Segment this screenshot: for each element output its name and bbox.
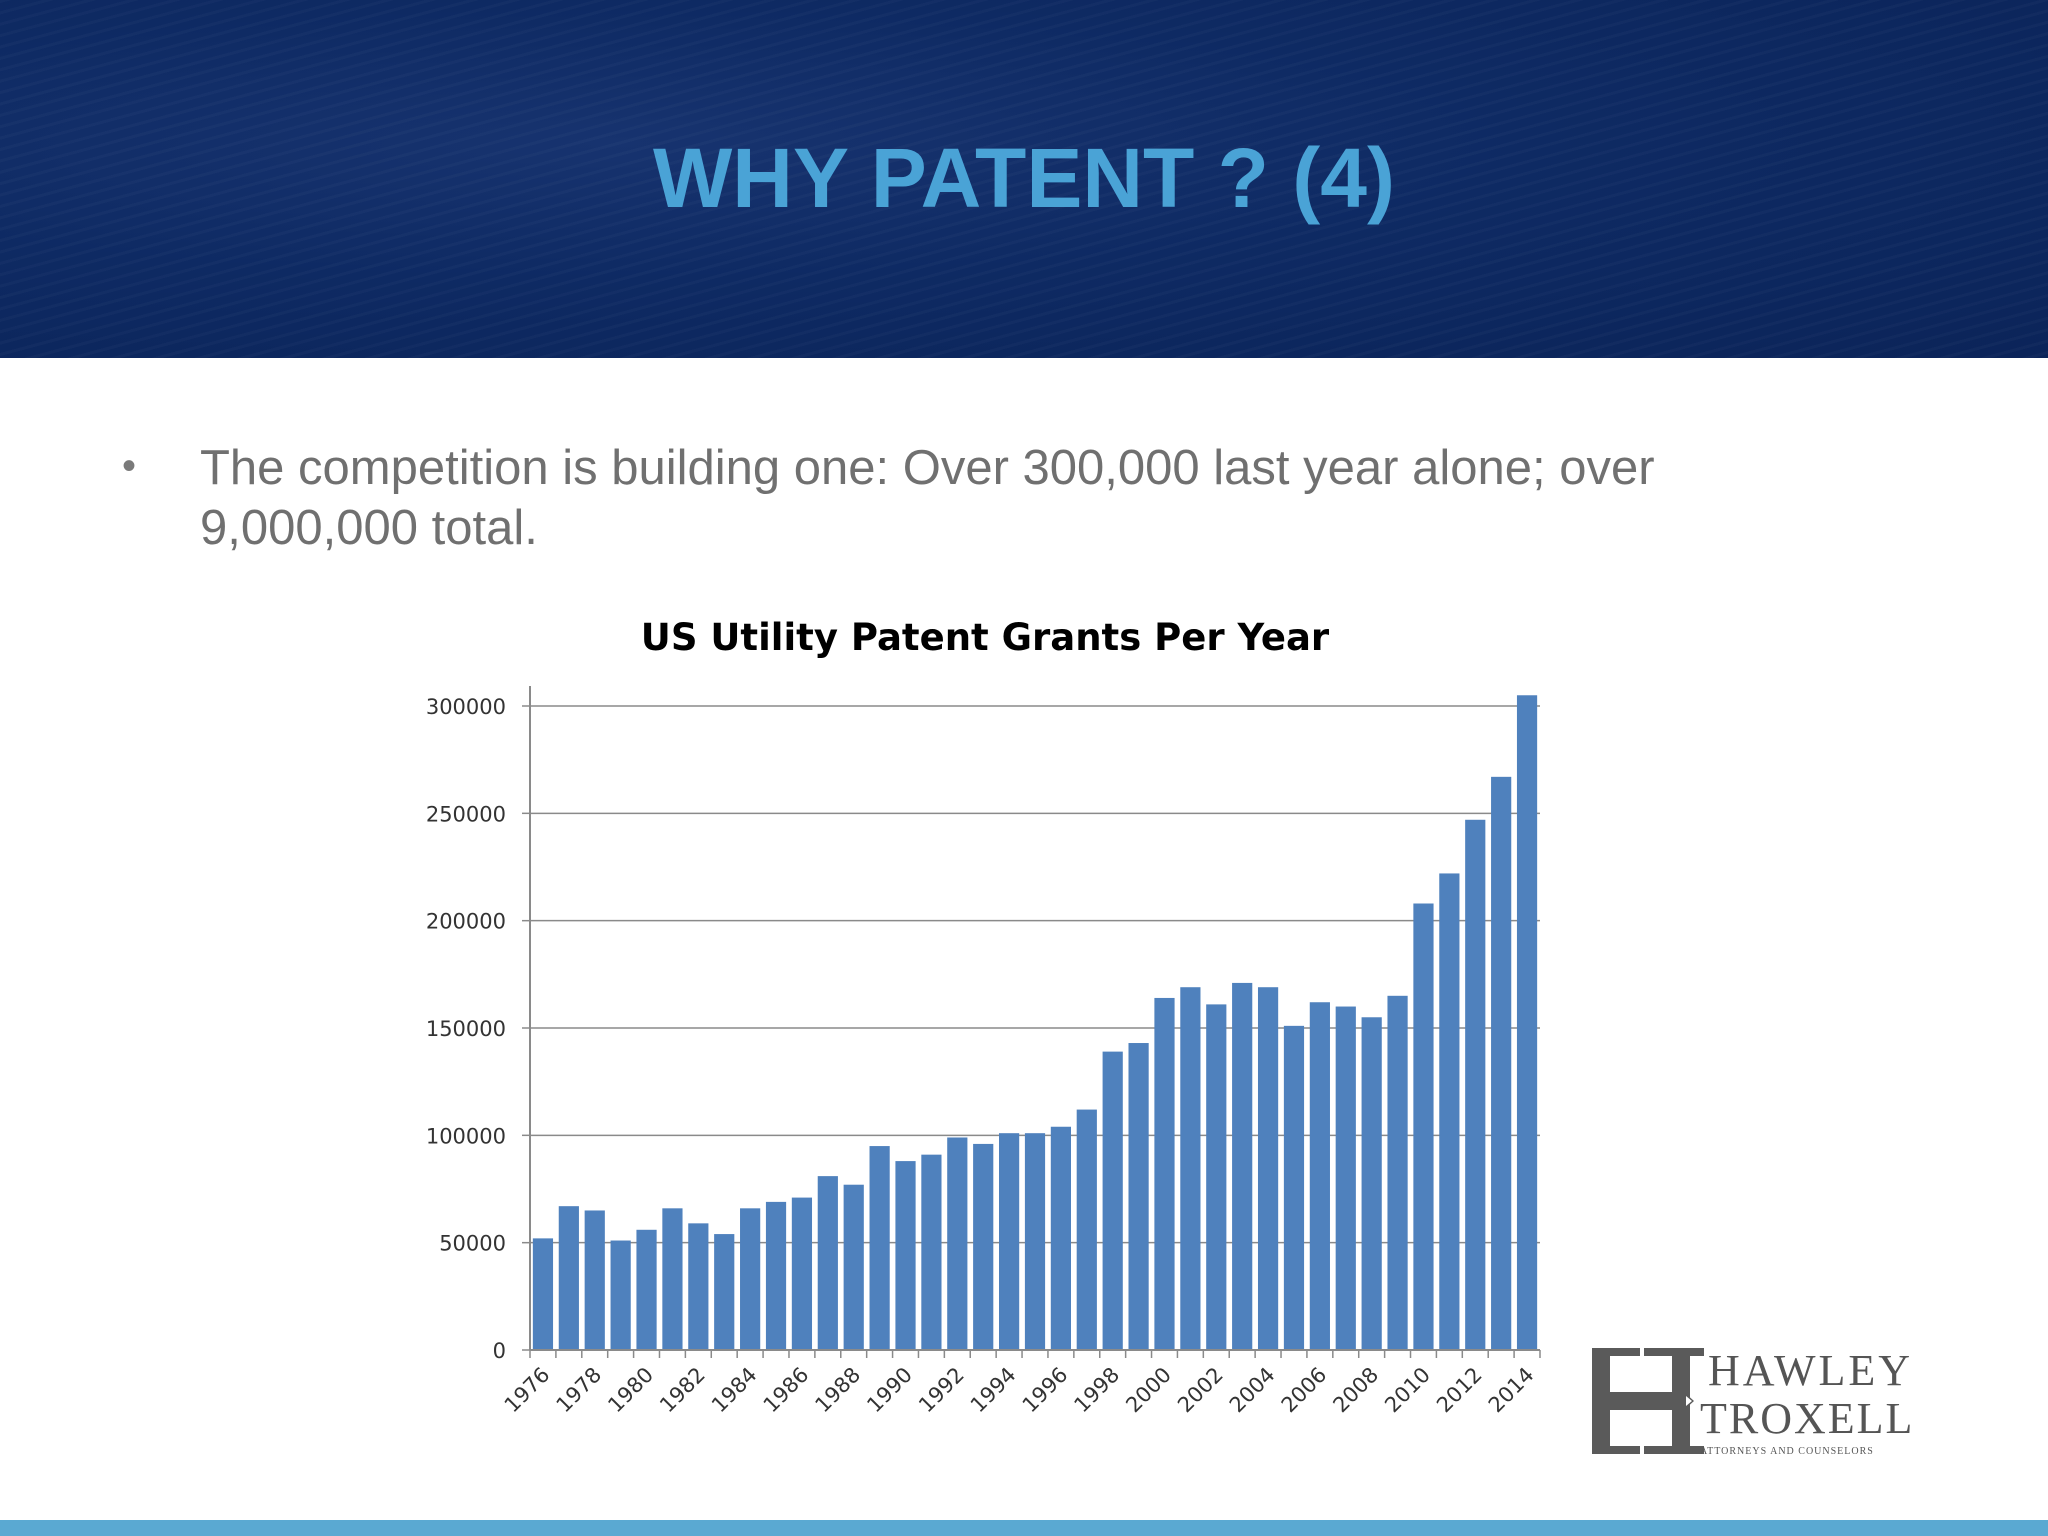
y-tick-label: 0 [493,1339,506,1363]
patent-grants-chart: US Utility Patent Grants Per Year 0 50000… [390,600,1580,1470]
x-tick-label: 1990 [862,1363,917,1418]
bar-2007 [1335,1006,1356,1350]
x-tick-label: 1978 [552,1363,607,1418]
x-tick-label: 2004 [1225,1363,1280,1418]
logo-line-2: TROXELL [1700,1394,1915,1443]
bar-2008 [1361,1017,1382,1350]
bar-2013 [1491,776,1512,1350]
bar-chart-svg: 0 50000 100000 150000 200000 250000 300000 197… [426,686,1541,1418]
bar-2010 [1413,903,1434,1350]
bar-2004 [1257,987,1279,1350]
bar-1988 [843,1184,864,1350]
x-tick-label: 2006 [1277,1363,1332,1418]
bar-1998 [1102,1051,1123,1350]
bar-1994 [999,1133,1020,1350]
bar-2011 [1439,873,1460,1350]
x-tick-label: 1984 [707,1363,762,1418]
bar-1989 [869,1146,890,1350]
x-tick-label: 1992 [914,1363,969,1418]
bar-1999 [1128,1043,1149,1350]
x-tick-label: 2008 [1328,1363,1383,1418]
bottom-accent-bar [0,1520,2048,1536]
bar-2001 [1180,987,1201,1350]
x-tick-label: 2002 [1173,1363,1228,1418]
bar-2012 [1465,819,1486,1350]
x-tick-label: 1980 [603,1363,658,1418]
bars [532,695,1538,1350]
bar-2003 [1232,982,1253,1350]
bar-1979 [610,1240,631,1350]
y-tick-label: 300000 [426,695,506,719]
y-tick-label: 50000 [439,1232,506,1256]
x-tick-label: 1986 [759,1363,814,1418]
y-tick-labels: 0 50000 100000 150000 200000 250000 300000 [426,695,506,1363]
bar-1982 [688,1223,709,1350]
x-tick-label: 2014 [1484,1363,1539,1418]
bar-1987 [817,1176,838,1350]
bar-2000 [1154,997,1175,1350]
logo-tagline: ATTORNEYS AND COUNSELORS [1700,1446,1874,1457]
logo-line-1: HAWLEY [1708,1346,1914,1395]
bar-1996 [1050,1126,1071,1350]
bar-1997 [1076,1109,1097,1350]
bar-1983 [714,1234,735,1350]
bullet-marker: • [122,444,137,488]
bar-2009 [1387,995,1408,1350]
bullet-text: The competition is building one: Over 30… [200,441,1655,555]
y-tick-label: 200000 [426,910,506,934]
bar-1976 [532,1238,554,1350]
slide-header [0,0,2048,358]
slide-title: WHY PATENT ? (4) [653,131,1395,225]
bar-1986 [791,1197,813,1350]
y-tick-label: 150000 [426,1017,506,1041]
x-tick-label: 1976 [500,1363,555,1418]
x-tick-label: 2000 [1121,1363,1176,1418]
bar-1992 [947,1137,968,1350]
x-tick-labels: 1976197819801982198419861988199019921994… [500,1363,1539,1418]
chart-title: US Utility Patent Grants Per Year [640,616,1330,659]
x-tick-label: 1994 [966,1363,1021,1418]
x-tick-label: 1996 [1018,1363,1073,1418]
x-tick-label: 1998 [1069,1363,1124,1418]
bar-2014 [1516,695,1538,1350]
x-tick-label: 1988 [810,1363,865,1418]
bar-1984 [740,1208,761,1350]
bar-1990 [895,1161,916,1350]
bar-1993 [973,1143,994,1350]
x-tick-label: 1982 [655,1363,710,1418]
bar-2002 [1206,1004,1227,1350]
x-tick-label: 2012 [1432,1363,1487,1418]
bar-1991 [921,1154,942,1350]
bar-1977 [558,1206,579,1350]
bar-1995 [1024,1133,1046,1350]
x-tick-label: 2010 [1380,1363,1435,1418]
bar-2006 [1309,1002,1330,1350]
axes [522,686,1541,1358]
bar-1978 [584,1210,605,1350]
bar-2005 [1283,1025,1305,1350]
hawley-troxell-logo: HAWLEY TROXELL ATTORNEYS AND COUNSELORS [1588,1340,1988,1464]
bar-1980 [636,1229,657,1350]
y-tick-label: 250000 [426,802,506,826]
bar-1985 [765,1201,787,1350]
y-tick-label: 100000 [426,1124,506,1148]
bar-1981 [662,1208,683,1350]
logo-mark-icon [1592,1348,1704,1454]
